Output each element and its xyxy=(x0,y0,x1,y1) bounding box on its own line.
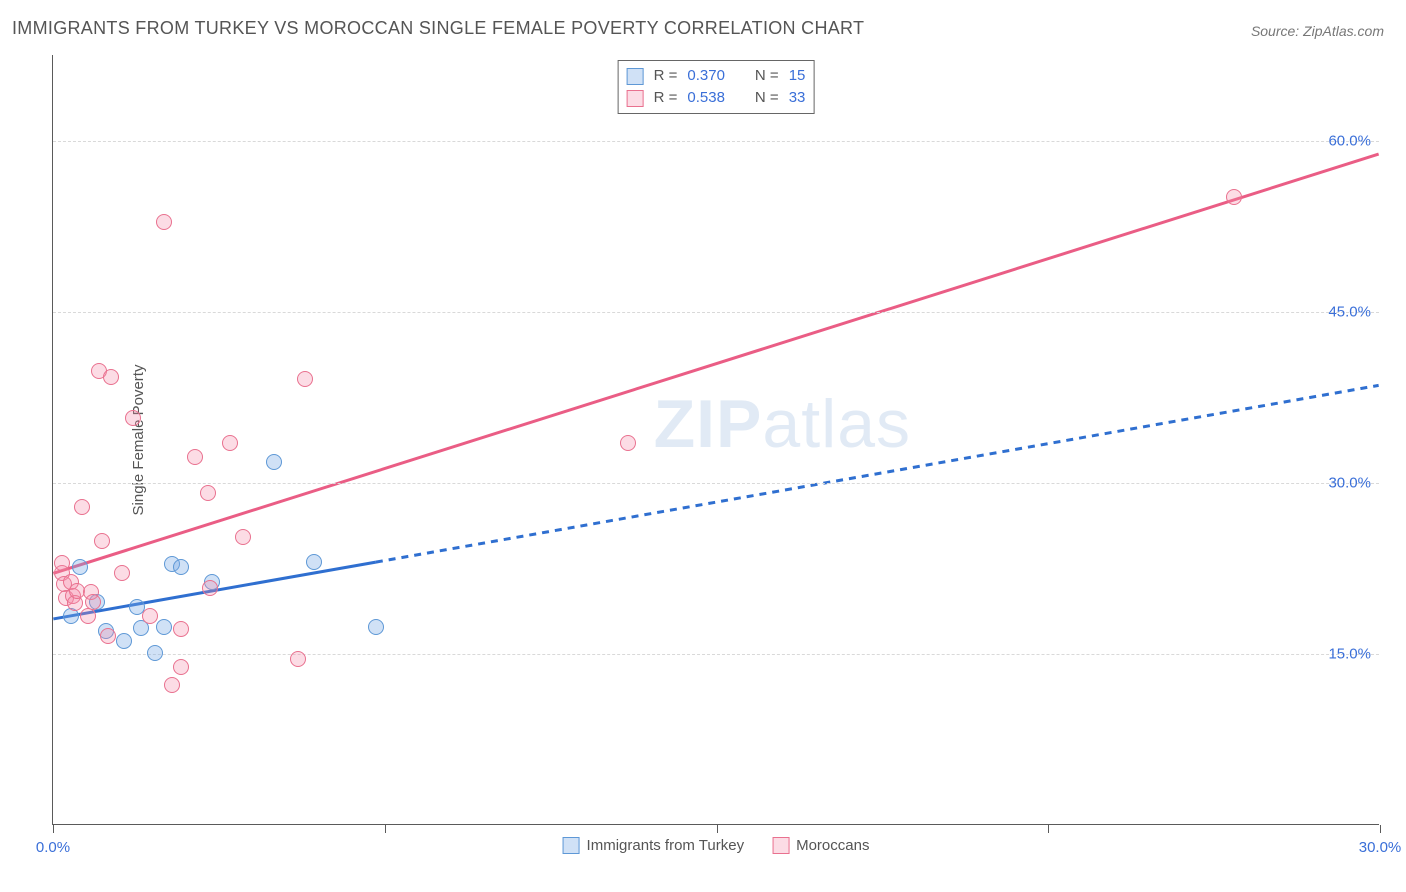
watermark-bold: ZIP xyxy=(654,386,763,462)
x-tick xyxy=(717,825,718,833)
data-point-moroccans xyxy=(173,621,189,637)
x-tick-label: 0.0% xyxy=(36,839,70,856)
data-point-moroccans xyxy=(164,677,180,693)
data-point-moroccans xyxy=(1226,189,1242,205)
y-tick-label: 30.0% xyxy=(1328,474,1371,491)
watermark: ZIPatlas xyxy=(654,385,911,463)
y-axis-label: Single Female Poverty xyxy=(130,364,147,515)
data-point-turkey xyxy=(147,645,163,661)
data-point-moroccans xyxy=(297,371,313,387)
chart-title: IMMIGRANTS FROM TURKEY VS MOROCCAN SINGL… xyxy=(12,18,864,39)
data-point-moroccans xyxy=(235,529,251,545)
data-point-turkey xyxy=(63,608,79,624)
data-point-moroccans xyxy=(114,565,130,581)
data-point-moroccans xyxy=(94,533,110,549)
data-point-moroccans xyxy=(142,608,158,624)
y-tick-label: 60.0% xyxy=(1328,132,1371,149)
data-point-turkey xyxy=(173,559,189,575)
x-tick xyxy=(1048,825,1049,833)
data-point-moroccans xyxy=(620,435,636,451)
data-point-turkey xyxy=(266,454,282,470)
data-point-turkey xyxy=(72,559,88,575)
x-tick xyxy=(385,825,386,833)
data-point-moroccans xyxy=(200,485,216,501)
n-value: 33 xyxy=(789,87,806,109)
data-point-moroccans xyxy=(103,369,119,385)
trend-lines-layer xyxy=(53,55,1379,824)
stats-legend-row-moroccans: R = 0.538 N = 33 xyxy=(627,87,806,109)
data-point-turkey xyxy=(156,619,172,635)
source-label: Source: ZipAtlas.com xyxy=(1251,23,1384,39)
data-point-moroccans xyxy=(85,594,101,610)
watermark-rest: atlas xyxy=(762,386,911,462)
n-value: 15 xyxy=(789,65,806,87)
x-tick xyxy=(53,825,54,833)
n-label: N = xyxy=(755,87,779,109)
data-point-turkey xyxy=(306,554,322,570)
x-tick xyxy=(1380,825,1381,833)
data-point-moroccans xyxy=(80,608,96,624)
y-tick-label: 15.0% xyxy=(1328,645,1371,662)
legend-swatch-turkey xyxy=(627,68,644,85)
series-legend: Immigrants from Turkey Moroccans xyxy=(563,837,870,854)
trend-line xyxy=(376,385,1379,562)
gridline xyxy=(53,141,1379,142)
data-point-moroccans xyxy=(125,410,141,426)
data-point-moroccans xyxy=(54,555,70,571)
data-point-moroccans xyxy=(290,651,306,667)
data-point-moroccans xyxy=(156,214,172,230)
gridline xyxy=(53,483,1379,484)
series-legend-item-turkey: Immigrants from Turkey xyxy=(563,837,745,854)
series-label: Immigrants from Turkey xyxy=(587,837,745,854)
r-label: R = xyxy=(654,87,678,109)
data-point-turkey xyxy=(368,619,384,635)
legend-swatch-moroccans xyxy=(627,90,644,107)
data-point-moroccans xyxy=(187,449,203,465)
data-point-moroccans xyxy=(222,435,238,451)
gridline xyxy=(53,654,1379,655)
x-tick-label: 30.0% xyxy=(1359,839,1402,856)
r-label: R = xyxy=(654,65,678,87)
data-point-moroccans xyxy=(100,628,116,644)
gridline xyxy=(53,312,1379,313)
legend-swatch-turkey xyxy=(563,837,580,854)
series-label: Moroccans xyxy=(796,837,869,854)
trend-line xyxy=(53,154,1378,573)
data-point-moroccans xyxy=(74,499,90,515)
r-value: 0.538 xyxy=(687,87,725,109)
y-tick-label: 45.0% xyxy=(1328,303,1371,320)
data-point-turkey xyxy=(116,633,132,649)
data-point-moroccans xyxy=(173,659,189,675)
series-legend-item-moroccans: Moroccans xyxy=(772,837,869,854)
n-label: N = xyxy=(755,65,779,87)
stats-legend: R = 0.370 N = 15 R = 0.538 N = 33 xyxy=(618,60,815,114)
data-point-moroccans xyxy=(202,580,218,596)
plot-area: Single Female Poverty ZIPatlas R = 0.370 N… xyxy=(52,55,1379,825)
legend-swatch-moroccans xyxy=(772,837,789,854)
r-value: 0.370 xyxy=(687,65,725,87)
stats-legend-row-turkey: R = 0.370 N = 15 xyxy=(627,65,806,87)
